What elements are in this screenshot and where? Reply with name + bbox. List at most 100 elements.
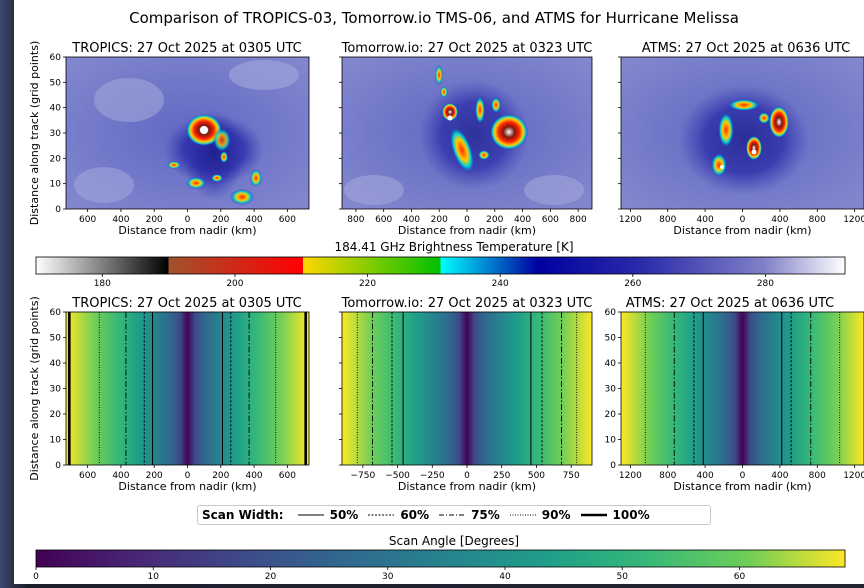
x-tick-label: 400 <box>697 471 714 481</box>
figure-canvas: Comparison of TROPICS-03, Tomorrow.io TM… <box>28 9 864 582</box>
y-tick-label: 20 <box>605 410 617 420</box>
legend-item-90: 90% <box>509 508 571 522</box>
sa-tomorrow-scan-lines <box>356 312 578 465</box>
y-tick-label: 60 <box>50 53 62 63</box>
x-tick-label: 250 <box>493 471 510 481</box>
x-axis-label: Distance from nadir (km) <box>118 224 256 237</box>
x-tick-label: 600 <box>375 215 392 225</box>
x-tick-label: 800 <box>659 215 676 225</box>
legend-label-90: 90% <box>541 508 571 522</box>
x-tick-label: 0 <box>464 471 470 481</box>
y-tick-label: 30 <box>605 385 617 395</box>
x-tick-label: 0 <box>464 215 470 225</box>
x-tick-label: 400 <box>112 471 129 481</box>
y-tick-label: 10 <box>605 436 617 446</box>
tb-panel-atms: ATMS: 27 Oct 2025 at 0636 UTC <box>620 41 864 210</box>
colorbar-tick-label: 220 <box>359 279 376 289</box>
legend-label-75: 75% <box>471 508 500 522</box>
x-tick-label: 500 <box>528 471 545 481</box>
tb-tropics-image <box>66 57 309 209</box>
x-tick-label: 800 <box>570 215 587 225</box>
sa-colorbar-label: Scan Angle [Degrees] <box>389 534 519 548</box>
x-tick-label: −250 <box>420 471 445 481</box>
x-tick-label: 800 <box>809 215 826 225</box>
x-tick-label: 400 <box>112 215 129 225</box>
legend-label-50: 50% <box>329 508 359 522</box>
tb-panel-tropics: TROPICS: 27 Oct 2025 at 0305 UTC <box>65 41 310 210</box>
colorbar-tick-label: 10 <box>148 572 160 582</box>
y-tick-label: 10 <box>50 180 62 190</box>
tb-panel-tomorrow-title: Tomorrow.io: 27 Oct 2025 at 0323 UTC <box>341 41 593 56</box>
x-tick-label: 0 <box>185 471 191 481</box>
y-tick-label: 50 <box>50 78 62 88</box>
y-tick-label: 0 <box>55 461 61 471</box>
x-axis-label: Distance from nadir (km) <box>673 480 811 493</box>
colorbar-tick-label: 0 <box>33 572 39 582</box>
tb-panel-atms-title: ATMS: 27 Oct 2025 at 0636 UTC <box>642 41 851 56</box>
legend-title: Scan Width: <box>202 508 284 522</box>
x-tick-label: 600 <box>279 471 296 481</box>
x-tick-label: −750 <box>350 471 375 481</box>
colorbar-tick-label: 30 <box>382 572 394 582</box>
x-tick-label: 400 <box>771 215 788 225</box>
x-tick-label: 600 <box>279 215 296 225</box>
sa-panel-atms: ATMS: 27 Oct 2025 at 0636 UTC <box>620 296 864 466</box>
x-tick-label: 400 <box>245 215 262 225</box>
y-tick-label: 40 <box>605 359 617 369</box>
colorbar-tick-label: 40 <box>499 572 511 582</box>
y-tick-label: 40 <box>50 104 62 114</box>
x-tick-label: 800 <box>659 471 676 481</box>
legend-label-100: 100% <box>612 508 650 522</box>
x-tick-label: 200 <box>431 215 448 225</box>
sa-colorbar: Scan Angle [Degrees] 0 10 20 30 40 50 60 <box>33 534 846 582</box>
sa-panel-tomorrow: Tomorrow.io: 27 Oct 2025 at 0323 UTC <box>341 296 593 466</box>
y-tick-label: 60 <box>605 308 617 318</box>
sa-colorbar-bar <box>35 549 846 568</box>
legend-swatch-dotted <box>509 514 536 516</box>
y-tick-label: 40 <box>50 359 62 369</box>
colorbar-tick-label: 200 <box>226 279 243 289</box>
x-tick-label: 0 <box>185 215 191 225</box>
y-axis-label: Distance along track (grid points) <box>28 296 41 480</box>
sa-tomorrow-image <box>342 312 592 465</box>
y-tick-label: 50 <box>605 334 617 344</box>
x-tick-label: 600 <box>542 215 559 225</box>
colorbar-tick-label: 60 <box>734 572 746 582</box>
x-tick-label: 400 <box>697 215 714 225</box>
y-axis-label: Distance along track (grid points) <box>28 41 41 225</box>
tb-panel-tropics-title: TROPICS: 27 Oct 2025 at 0305 UTC <box>71 41 301 56</box>
y-tick-label: 0 <box>55 205 61 215</box>
x-axis-label: Distance from nadir (km) <box>398 480 536 493</box>
x-axis-label: Distance from nadir (km) <box>118 480 256 493</box>
scan-width-legend: Scan Width: 50% 60% 75% 90% 100% <box>197 505 711 525</box>
x-tick-label: 200 <box>212 215 229 225</box>
x-tick-label: 400 <box>403 215 420 225</box>
y-tick-label: 10 <box>50 436 62 446</box>
tb-colorbar-bar <box>35 256 846 275</box>
y-tick-label: 20 <box>50 410 62 420</box>
colorbar-tick-label: 240 <box>492 279 509 289</box>
figure: Comparison of TROPICS-03, Tomorrow.io TM… <box>14 0 864 584</box>
tb-tomorrow-image <box>342 57 592 209</box>
tb-panel-tomorrow: Tomorrow.io: 27 Oct 2025 at 0323 UTC <box>341 41 593 210</box>
sa-panel-tropics: TROPICS: 27 Oct 2025 at 0305 UTC <box>65 296 310 466</box>
x-tick-label: 200 <box>146 471 163 481</box>
sa-atms-scan-lines <box>644 312 841 465</box>
x-tick-label: 200 <box>486 215 503 225</box>
x-tick-label: 800 <box>347 215 364 225</box>
y-tick-label: 20 <box>50 154 62 164</box>
figure-title: Comparison of TROPICS-03, Tomorrow.io TM… <box>129 9 739 27</box>
colorbar-tick-label: 280 <box>757 279 774 289</box>
sa-panel-tropics-title: TROPICS: 27 Oct 2025 at 0305 UTC <box>71 296 301 311</box>
sa-atms-image <box>621 312 864 465</box>
x-tick-label: 800 <box>809 471 826 481</box>
tb-colorbar-ticks: 180 200 220 240 260 280 <box>94 274 774 289</box>
x-tick-label: 1200 <box>843 215 864 225</box>
tb-atms-image <box>621 57 864 209</box>
legend-swatch-dashdot <box>439 514 466 516</box>
y-tick-label: 30 <box>50 129 62 139</box>
y-tick-label: 60 <box>50 308 62 318</box>
tb-colorbar: 184.41 GHz Brightness Temperature [K] 18… <box>35 240 846 289</box>
x-tick-label: 400 <box>514 215 531 225</box>
